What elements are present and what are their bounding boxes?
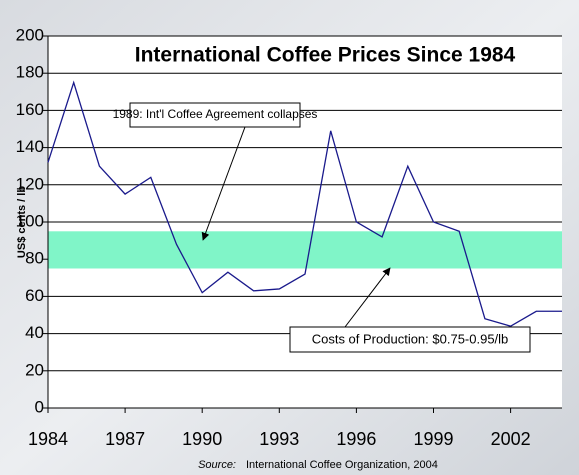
- x-tick-label: 1984: [28, 429, 68, 449]
- annotation: 1989: Int'l Coffee Agreement collapses: [113, 107, 318, 121]
- source-label: Source:: [198, 459, 236, 471]
- title-box: [88, 40, 562, 70]
- y-tick-label: 160: [16, 100, 44, 119]
- y-tick-label: 40: [25, 323, 44, 342]
- y-tick-label: 120: [16, 174, 44, 193]
- annotation-box: [289, 326, 531, 353]
- price-line: [47, 80, 562, 327]
- x-tick-label: 2002: [491, 429, 531, 449]
- x-tick-label: 1990: [182, 429, 222, 449]
- y-tick-label: 180: [16, 63, 44, 82]
- cost-band: [48, 231, 562, 269]
- annotation-box: [129, 102, 301, 128]
- y-tick-label: 20: [25, 360, 44, 379]
- x-tick-label: 1993: [259, 429, 299, 449]
- chart-title: International Coffee Prices Since 1984: [135, 44, 516, 67]
- x-tick-label: 1999: [413, 429, 453, 449]
- x-tick-label: 1996: [336, 429, 376, 449]
- arrow: [201, 126, 246, 241]
- y-tick-label: 200: [16, 25, 44, 44]
- source: International Coffee Organization, 2004: [246, 459, 438, 471]
- annotation: Costs of Production: $0.75-0.95/lb: [312, 331, 509, 346]
- y-tick-label: 0: [35, 397, 44, 416]
- y-tick-label: 100: [16, 211, 44, 230]
- y-axis-label: US$ cents / lb: [16, 186, 28, 258]
- arrow: [344, 267, 391, 328]
- y-tick-label: 60: [25, 286, 44, 305]
- x-tick-label: 1987: [105, 429, 145, 449]
- y-tick-label: 80: [25, 249, 44, 268]
- y-tick-label: 140: [16, 137, 44, 156]
